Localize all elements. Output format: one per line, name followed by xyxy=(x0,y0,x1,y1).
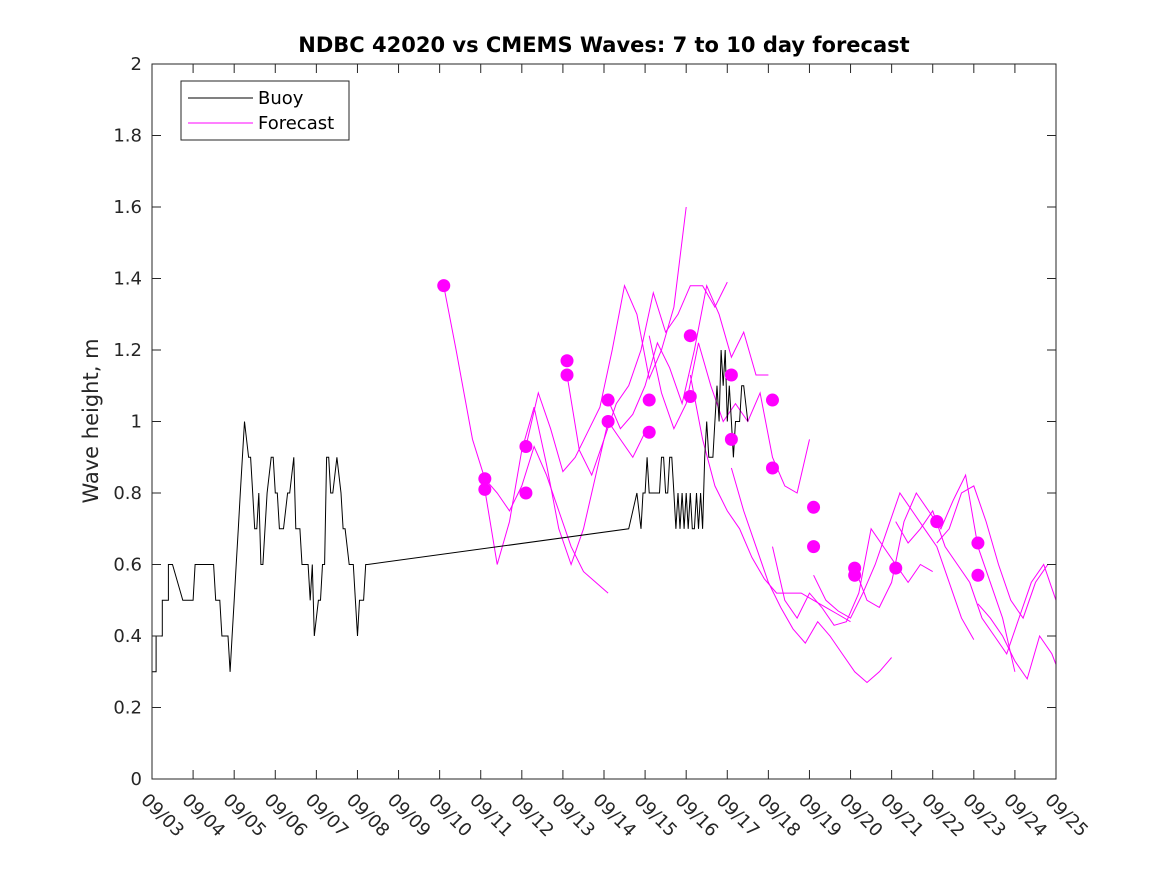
forecast-marker xyxy=(560,368,574,382)
forecast-marker xyxy=(683,389,697,403)
forecast-series-line xyxy=(484,407,646,567)
forecast-marker xyxy=(519,486,533,500)
legend-label-buoy: Buoy xyxy=(258,88,304,109)
buoy-series-line xyxy=(152,349,749,673)
y-axis-label: Wave height, m xyxy=(79,338,103,503)
forecast-marker xyxy=(848,568,862,582)
forecast-marker xyxy=(478,472,492,486)
y-tick-label: 0.2 xyxy=(113,698,142,719)
y-tick-label: 1 xyxy=(131,412,142,433)
chart-title: NDBC 42020 vs CMEMS Waves: 7 to 10 day f… xyxy=(298,33,909,57)
plot-content xyxy=(152,206,1057,684)
forecast-marker xyxy=(889,561,903,575)
y-tick-label: 1.4 xyxy=(113,269,142,290)
forecast-marker xyxy=(724,368,738,382)
forecast-marker xyxy=(601,415,615,428)
legend-label-forecast: Forecast xyxy=(258,113,334,134)
forecast-marker xyxy=(683,329,697,343)
y-tick-label: 1.2 xyxy=(113,340,142,361)
forecast-series-line xyxy=(607,284,769,430)
forecast-marker xyxy=(642,393,656,407)
forecast-marker xyxy=(971,568,985,582)
y-tick-label: 0.6 xyxy=(113,555,142,576)
forecast-marker xyxy=(437,279,451,293)
forecast-marker xyxy=(601,393,615,407)
forecast-marker xyxy=(971,536,985,550)
legend-box xyxy=(180,80,350,141)
y-tick-label: 0.4 xyxy=(113,626,142,647)
forecast-series-line xyxy=(443,285,609,594)
forecast-series-line xyxy=(977,603,1057,681)
forecast-marker xyxy=(560,354,574,368)
forecast-series-line xyxy=(648,335,810,494)
forecast-marker xyxy=(930,515,944,529)
forecast-marker xyxy=(765,393,779,407)
legend: Buoy Forecast xyxy=(180,80,350,141)
forecast-marker xyxy=(807,540,821,554)
forecast-series-line xyxy=(525,206,687,473)
forecast-series-line xyxy=(895,509,1057,656)
y-tick-label: 1.8 xyxy=(113,126,142,147)
forecast-series-line xyxy=(730,467,892,684)
y-tick-label: 2 xyxy=(131,54,142,75)
forecast-series-line xyxy=(566,281,728,477)
y-tick-label: 0.8 xyxy=(113,483,142,504)
forecast-series-line xyxy=(813,491,975,640)
forecast-series-line xyxy=(936,485,1056,620)
y-tick-label: 1.6 xyxy=(113,197,142,218)
forecast-marker xyxy=(765,461,779,475)
forecast-marker xyxy=(478,482,492,496)
forecast-marker xyxy=(724,432,738,446)
forecast-marker xyxy=(807,500,821,514)
forecast-marker xyxy=(642,425,656,439)
y-tick-label: 0 xyxy=(131,769,142,790)
forecast-series-line xyxy=(772,527,933,626)
forecast-marker xyxy=(519,440,533,454)
